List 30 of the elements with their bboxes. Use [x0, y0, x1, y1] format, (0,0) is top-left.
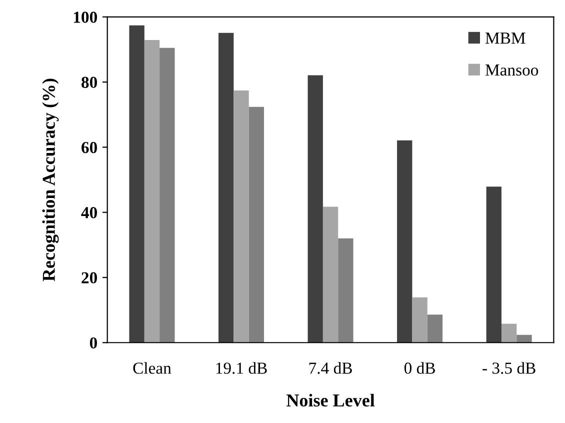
bar	[218, 32, 234, 343]
bar	[234, 90, 249, 343]
bar	[144, 40, 160, 343]
legend-label: MBM	[485, 32, 526, 44]
bar	[501, 324, 517, 343]
x-tick-label: 19.1 dB	[216, 362, 267, 374]
bar	[412, 297, 428, 343]
bar	[322, 206, 338, 343]
bar	[338, 238, 354, 343]
legend-label: Mansoo	[485, 64, 538, 76]
bar	[129, 25, 144, 343]
y-tick-label: 60	[82, 142, 97, 154]
bar	[486, 186, 502, 343]
y-tick-label: 20	[82, 272, 97, 284]
x-tick-label: 0 dB	[404, 362, 435, 374]
x-tick-label: 7.4 dB	[309, 362, 352, 374]
y-tick-label: 40	[81, 207, 97, 218]
bar	[248, 106, 264, 343]
y-tick-label: 100	[74, 12, 97, 23]
x-tick-label: Clean	[133, 362, 172, 374]
x-tick-label: - 3.5 dB	[482, 362, 536, 374]
y-tick-label: 80	[82, 76, 97, 88]
x-axis-title: Noise Level	[286, 394, 375, 407]
bar	[160, 48, 175, 343]
y-tick-label: 0	[90, 337, 97, 349]
y-axis-title: Recognition Accuracy (%)	[42, 78, 59, 282]
bar	[397, 140, 412, 343]
bar	[427, 314, 443, 343]
bar	[516, 334, 532, 343]
bar	[308, 75, 323, 343]
